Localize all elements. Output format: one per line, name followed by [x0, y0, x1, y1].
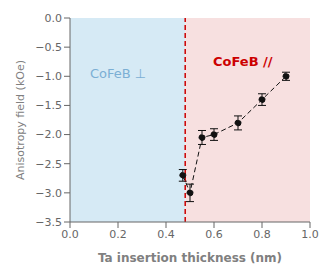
svg-text:0.6: 0.6 — [205, 228, 223, 241]
svg-text:−3.0: −3.0 — [35, 187, 62, 200]
svg-text:0.0: 0.0 — [61, 228, 79, 241]
svg-text:−2.5: −2.5 — [35, 158, 62, 171]
svg-text:−2.0: −2.0 — [35, 128, 62, 141]
svg-text:1.0: 1.0 — [301, 228, 319, 241]
svg-text:0.2: 0.2 — [109, 228, 127, 241]
svg-text:0.4: 0.4 — [157, 228, 175, 241]
svg-text:CoFeB //: CoFeB // — [213, 54, 273, 69]
svg-text:−3.5: −3.5 — [35, 216, 62, 229]
svg-text:0.0: 0.0 — [45, 12, 63, 25]
svg-text:−1.5: −1.5 — [35, 99, 62, 112]
svg-text:Ta insertion thickness (nm): Ta insertion thickness (nm) — [98, 251, 282, 265]
svg-text:−1.0: −1.0 — [35, 70, 62, 83]
svg-text:0.8: 0.8 — [253, 228, 271, 241]
svg-text:−0.5: −0.5 — [35, 41, 62, 54]
svg-text:Anisotropy field (kOe): Anisotropy field (kOe) — [14, 60, 27, 180]
svg-text:CoFeB ⊥: CoFeB ⊥ — [90, 66, 146, 81]
